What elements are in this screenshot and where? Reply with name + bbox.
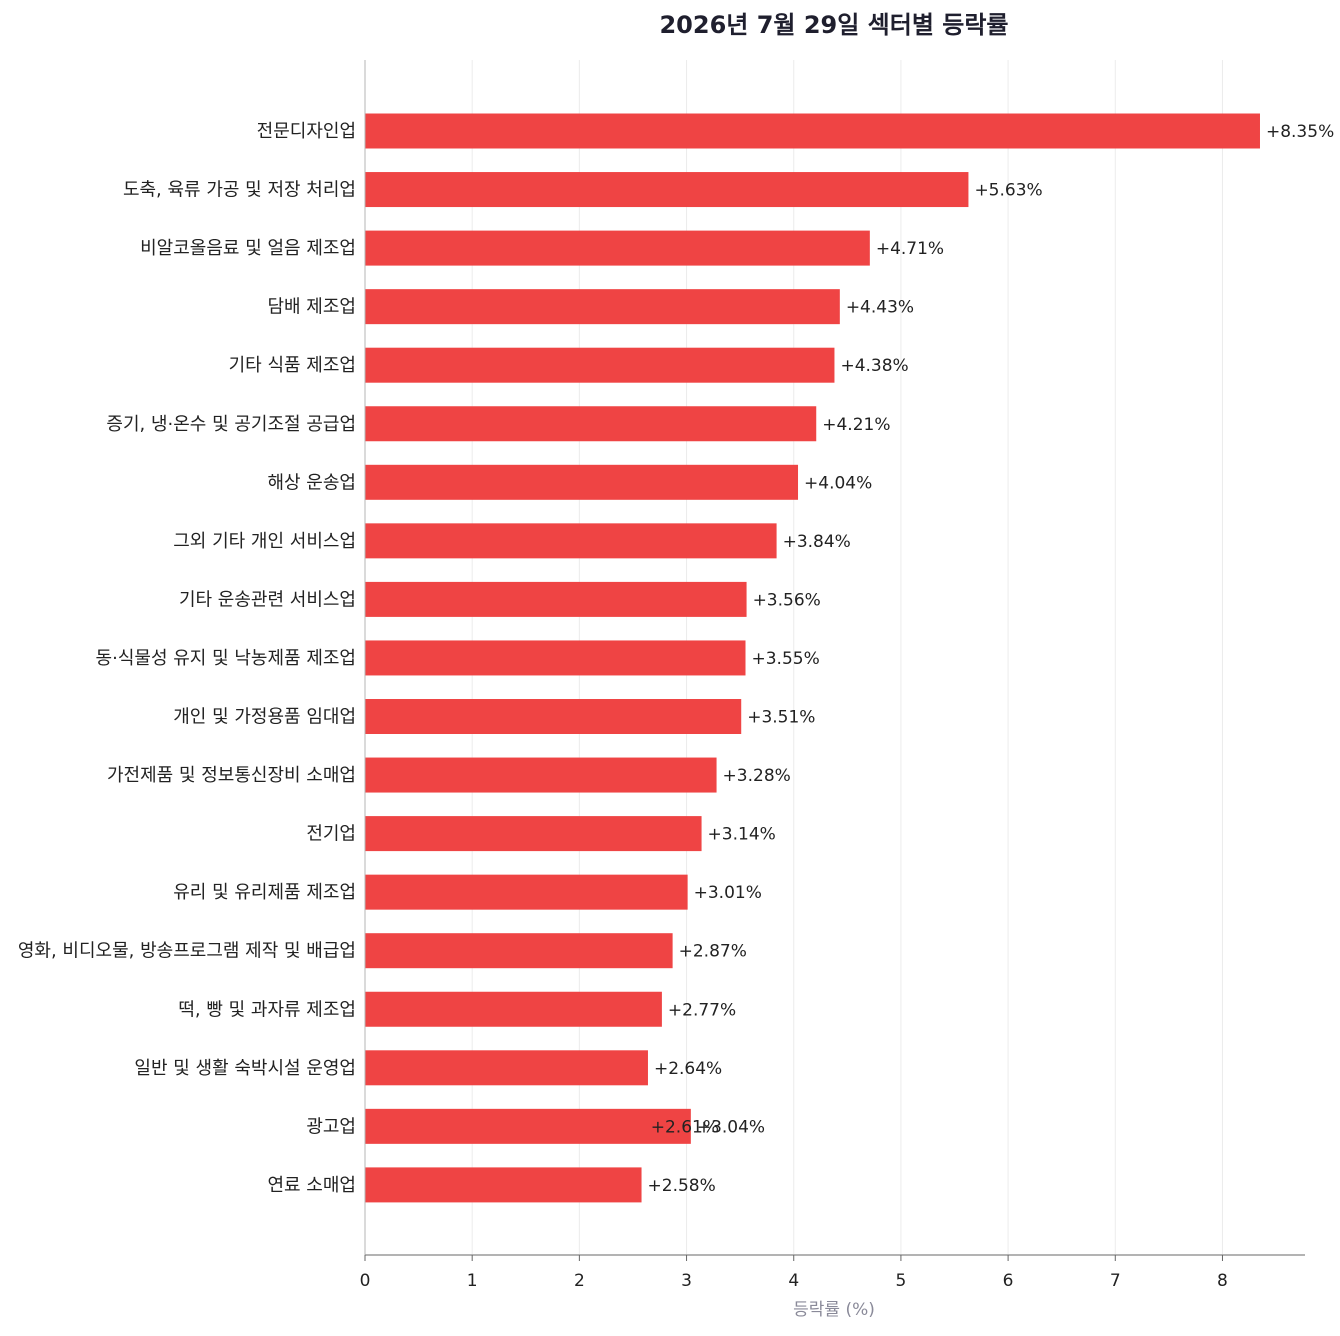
value-label: +2.64% <box>654 1059 722 1079</box>
x-tick-label: 3 <box>681 1271 692 1291</box>
x-tick-label: 6 <box>1003 1271 1014 1291</box>
value-label: +3.84% <box>783 532 851 552</box>
value-label-annotation: +2.61% <box>651 1117 719 1137</box>
value-label: +4.43% <box>846 298 914 318</box>
category-label: 담배 제조업 <box>267 297 356 318</box>
value-label: +3.01% <box>694 883 762 903</box>
value-label: +4.38% <box>840 356 908 376</box>
bar <box>365 1050 648 1086</box>
bars <box>365 113 1260 1203</box>
category-label: 가전제품 및 정보통신장비 소매업 <box>107 765 356 786</box>
x-tick-label: 8 <box>1217 1271 1228 1291</box>
x-tick-label: 2 <box>574 1271 585 1291</box>
value-label: +3.56% <box>753 590 821 610</box>
x-tick-label: 0 <box>360 1271 371 1291</box>
bar <box>365 347 835 383</box>
bar <box>365 640 746 676</box>
x-tick-label: 1 <box>467 1271 478 1291</box>
x-tick-label: 7 <box>1110 1271 1121 1291</box>
bar <box>365 757 717 793</box>
bar <box>365 1108 691 1144</box>
bar <box>365 816 702 852</box>
value-label: +8.35% <box>1266 122 1334 142</box>
category-label: 개인 및 가정용품 임대업 <box>173 707 356 728</box>
bar <box>365 289 840 325</box>
category-label: 광고업 <box>306 1116 356 1137</box>
x-axis-title: 등락률 (%) <box>793 1300 875 1320</box>
value-label: +2.77% <box>668 1000 736 1020</box>
bar <box>365 699 742 734</box>
value-label: +4.71% <box>876 239 944 259</box>
category-label: 기타 운송관련 서비스업 <box>179 589 356 610</box>
value-label: +2.58% <box>648 1176 716 1196</box>
category-label: 전기업 <box>306 824 356 845</box>
bar <box>365 406 817 442</box>
category-label: 유리 및 유리제품 제조업 <box>173 882 356 903</box>
category-label: 기타 식품 제조업 <box>229 355 356 376</box>
x-tick-label: 5 <box>896 1271 907 1291</box>
value-label: +4.21% <box>822 415 890 435</box>
x-tick-label: 4 <box>788 1271 799 1291</box>
value-label: +3.04% <box>697 1117 765 1137</box>
bar <box>365 581 747 617</box>
category-label: 전문디자인업 <box>257 121 356 142</box>
category-label: 그외 기타 개인 서비스업 <box>173 531 356 552</box>
value-label: +3.14% <box>708 825 776 845</box>
category-label: 떡, 빵 및 과자류 제조업 <box>178 999 356 1020</box>
value-label: +3.51% <box>747 708 815 728</box>
value-labels: +8.35% +5.63% +4.71% +4.43% +4.38% +4.21% +4.0… <box>648 122 1335 1196</box>
value-label: +3.28% <box>723 766 791 786</box>
bar <box>365 991 662 1027</box>
category-label: 영화, 비디오물, 방송프로그램 제작 및 배급업 <box>18 941 356 962</box>
category-label: 증기, 냉·온수 및 공기조절 공급업 <box>106 414 356 435</box>
bar <box>365 172 969 208</box>
axes: 0 1 2 3 4 5 6 7 8 <box>360 60 1305 1291</box>
value-label: +5.63% <box>974 181 1042 201</box>
category-label: 동·식물성 유지 및 낙농제품 제조업 <box>96 648 356 669</box>
category-label: 해상 운송업 <box>267 472 356 493</box>
bar <box>365 523 777 559</box>
bar <box>365 230 870 266</box>
bar <box>365 464 799 500</box>
category-label: 연료 소매업 <box>267 1175 356 1196</box>
bar <box>365 113 1260 149</box>
category-label: 일반 및 생활 숙박시설 운영업 <box>134 1058 356 1079</box>
chart-title: 2026년 7월 29일 섹터별 등락률 <box>659 11 1008 39</box>
value-label: +3.55% <box>752 649 820 669</box>
category-label: 도축, 육류 가공 및 저장 처리업 <box>123 180 356 201</box>
bar <box>365 933 673 969</box>
category-label: 비알코올음료 및 얼음 제조업 <box>140 238 356 259</box>
bar <box>365 1167 642 1203</box>
value-label: +2.87% <box>679 942 747 962</box>
value-label: +4.04% <box>804 473 872 493</box>
bar <box>365 874 688 910</box>
